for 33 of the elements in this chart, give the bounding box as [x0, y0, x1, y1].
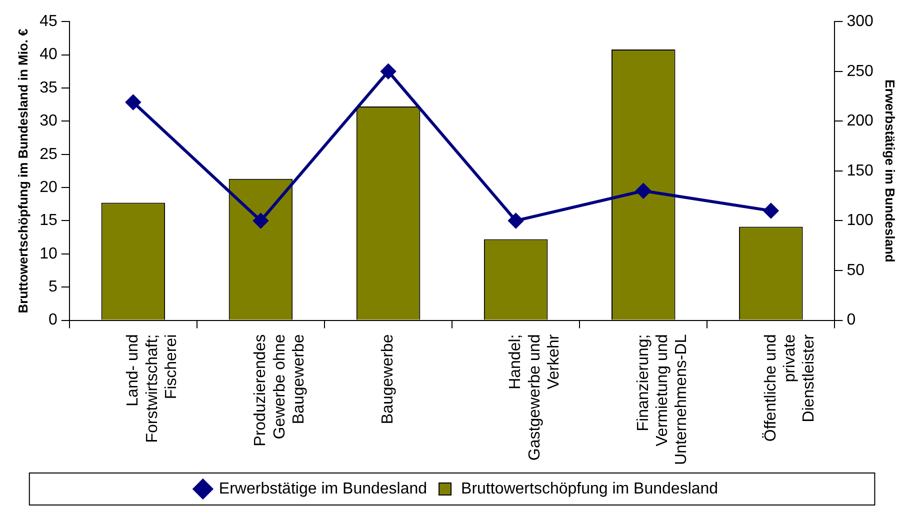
x-tick-label: Handel; Gastgewerbe und Verkehr	[507, 334, 563, 461]
point	[380, 64, 396, 79]
x-tick-label: Finanzierung; Vermietung und Unternehmens-DL	[634, 334, 690, 466]
x-tick-label: Öffentliche und private Dienstleister	[761, 334, 818, 442]
y-tick-label: 0	[48, 312, 58, 329]
y-tick-label: 10	[40, 245, 58, 262]
point	[253, 213, 268, 228]
y2-tick-label: 100	[846, 212, 874, 230]
y2-axis-title: Erwerbstätige im Bundesland	[882, 80, 898, 262]
y-tick-label: 30	[40, 112, 58, 130]
y2-tick-label: 300	[846, 13, 874, 30]
y-tick-label: 35	[40, 79, 58, 96]
y-tick-label: 45	[40, 13, 58, 30]
legend-label: Erwerbstätige im Bundesland	[218, 480, 428, 498]
point	[763, 203, 778, 218]
y2-tick-label: 200	[846, 112, 874, 130]
point	[508, 213, 524, 228]
y-tick-label: 5	[48, 278, 58, 296]
y-tick-label: 20	[40, 178, 58, 196]
y2-tick-label: 0	[846, 312, 856, 329]
x-tick-label: Baugewerbe	[380, 334, 397, 424]
y-tick-label: 40	[40, 46, 58, 64]
y-tick-label: 15	[40, 212, 58, 230]
y-axis-title: Bruttowertschöpfung im Bundesland in Mio. €	[15, 28, 30, 314]
legend-label: Bruttowertschöpfung im Bundesland	[461, 480, 718, 498]
point	[126, 94, 141, 110]
point	[636, 183, 651, 198]
x-tick-label: Produzierendes Gewerbe ohne Baugewerbe	[252, 334, 308, 446]
y2-tick-label: 250	[846, 62, 874, 80]
y2-tick-label: 50	[846, 262, 865, 279]
y2-tick-label: 150	[846, 162, 874, 180]
x-tick-label: Land- und Forstwirtschaft; Fischerei	[124, 334, 180, 443]
y-tick-label: 25	[40, 146, 58, 163]
